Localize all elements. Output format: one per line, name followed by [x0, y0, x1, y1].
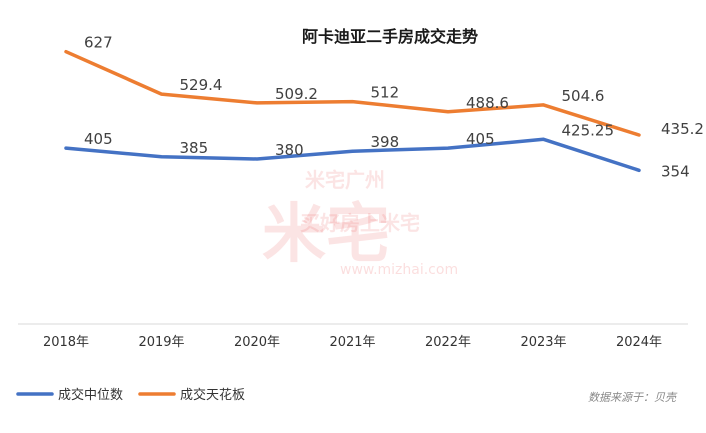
- data-label: 488.6: [466, 94, 509, 112]
- data-label: 398: [371, 133, 400, 151]
- data-label: 509.2: [275, 85, 318, 103]
- data-label: 380: [275, 141, 304, 159]
- data-labels: 405 385 380 398 405 425.25 354 627 529.4 509.2 512…: [84, 34, 704, 181]
- x-tick-label: 2020年: [234, 335, 280, 350]
- watermark-url: www.mizhai.com: [340, 262, 458, 278]
- series-layer: [64, 49, 641, 173]
- data-label: 405: [466, 130, 495, 148]
- legend: 成交中位数 成交天花板: [16, 387, 245, 403]
- x-tick-label: 2019年: [138, 335, 184, 350]
- x-axis-ticks: 2018年 2019年 2020年 2021年 2022年 2023年 2024年: [43, 335, 662, 350]
- data-label: 435.2: [661, 120, 704, 138]
- x-tick-label: 2018年: [43, 335, 89, 350]
- x-tick-label: 2023年: [520, 335, 566, 350]
- data-label: 354: [661, 162, 690, 180]
- watermark-city: 米宅广州: [305, 168, 385, 192]
- data-label: 512: [371, 84, 400, 102]
- watermark-brand: 米宅: [262, 198, 390, 272]
- x-tick-label: 2022年: [425, 335, 471, 350]
- data-label: 425.25: [562, 121, 615, 139]
- legend-label-ceiling: 成交天花板: [180, 387, 245, 403]
- chart-title: 阿卡迪亚二手房成交走势: [302, 27, 478, 46]
- x-tick-label: 2024年: [616, 335, 662, 350]
- data-label: 385: [180, 139, 209, 157]
- x-tick-label: 2021年: [329, 335, 375, 350]
- source-note: 数据来源于：贝壳: [588, 391, 678, 404]
- data-label: 405: [84, 130, 113, 148]
- data-label: 504.6: [562, 87, 605, 105]
- watermark-slogan: 买好房上米宅: [300, 211, 420, 235]
- watermark: 米宅广州 米宅 买好房上米宅 www.mizhai.com: [262, 168, 458, 278]
- data-label: 529.4: [180, 76, 223, 94]
- series-line-ceiling: [64, 49, 641, 137]
- series-line-median: [64, 137, 641, 173]
- legend-label-median: 成交中位数: [58, 387, 123, 403]
- data-label: 627: [84, 34, 113, 52]
